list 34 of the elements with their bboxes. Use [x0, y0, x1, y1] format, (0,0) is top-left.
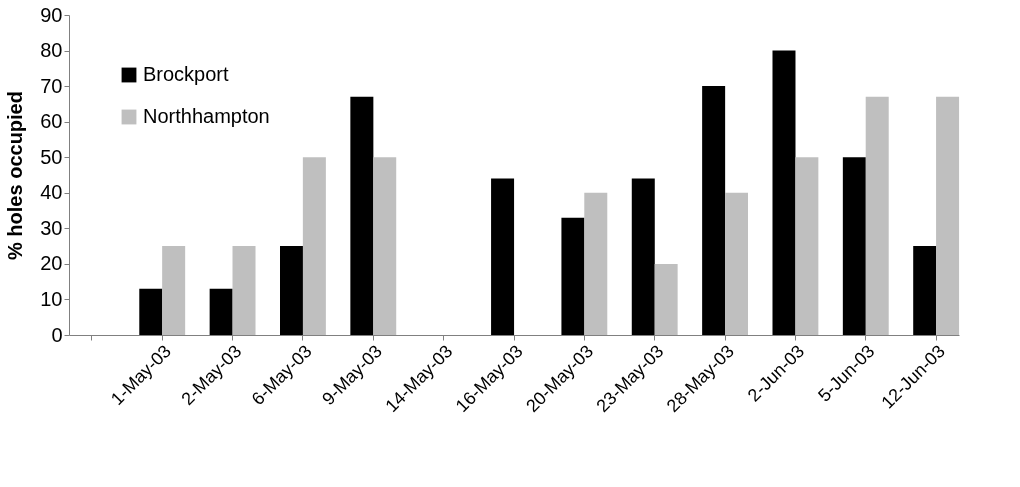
y-tick-label: 0	[51, 323, 63, 346]
y-tick-label: 50	[40, 145, 63, 168]
bar	[913, 246, 937, 335]
bar	[232, 246, 256, 335]
bar	[162, 246, 186, 335]
y-tick-label: 10	[40, 287, 63, 310]
bar	[584, 192, 608, 335]
y-tick-label: 80	[40, 39, 63, 62]
y-tick-label: 20	[40, 252, 63, 275]
bar	[865, 96, 889, 335]
bar	[772, 50, 796, 335]
bar	[350, 96, 374, 335]
bar	[561, 217, 585, 335]
y-axis-title: % holes occupied	[4, 91, 27, 260]
bar	[654, 263, 678, 335]
bar	[842, 157, 866, 335]
legend-label: Brockport	[143, 63, 230, 85]
bar	[373, 157, 397, 335]
bar	[139, 288, 163, 335]
y-tick-label: 70	[40, 74, 63, 97]
y-tick-label: 60	[40, 110, 63, 133]
y-tick-label: 90	[40, 3, 63, 26]
bar	[936, 96, 960, 335]
legend-label: Northhampton	[143, 105, 270, 127]
bar	[491, 178, 515, 335]
bar	[302, 157, 326, 335]
y-tick-label: 30	[40, 216, 63, 239]
bar	[631, 178, 655, 335]
bar	[280, 246, 303, 335]
bar	[702, 86, 726, 335]
bar	[795, 157, 819, 335]
bar	[209, 288, 233, 335]
y-tick-label: 40	[40, 181, 63, 204]
bar	[725, 192, 748, 335]
